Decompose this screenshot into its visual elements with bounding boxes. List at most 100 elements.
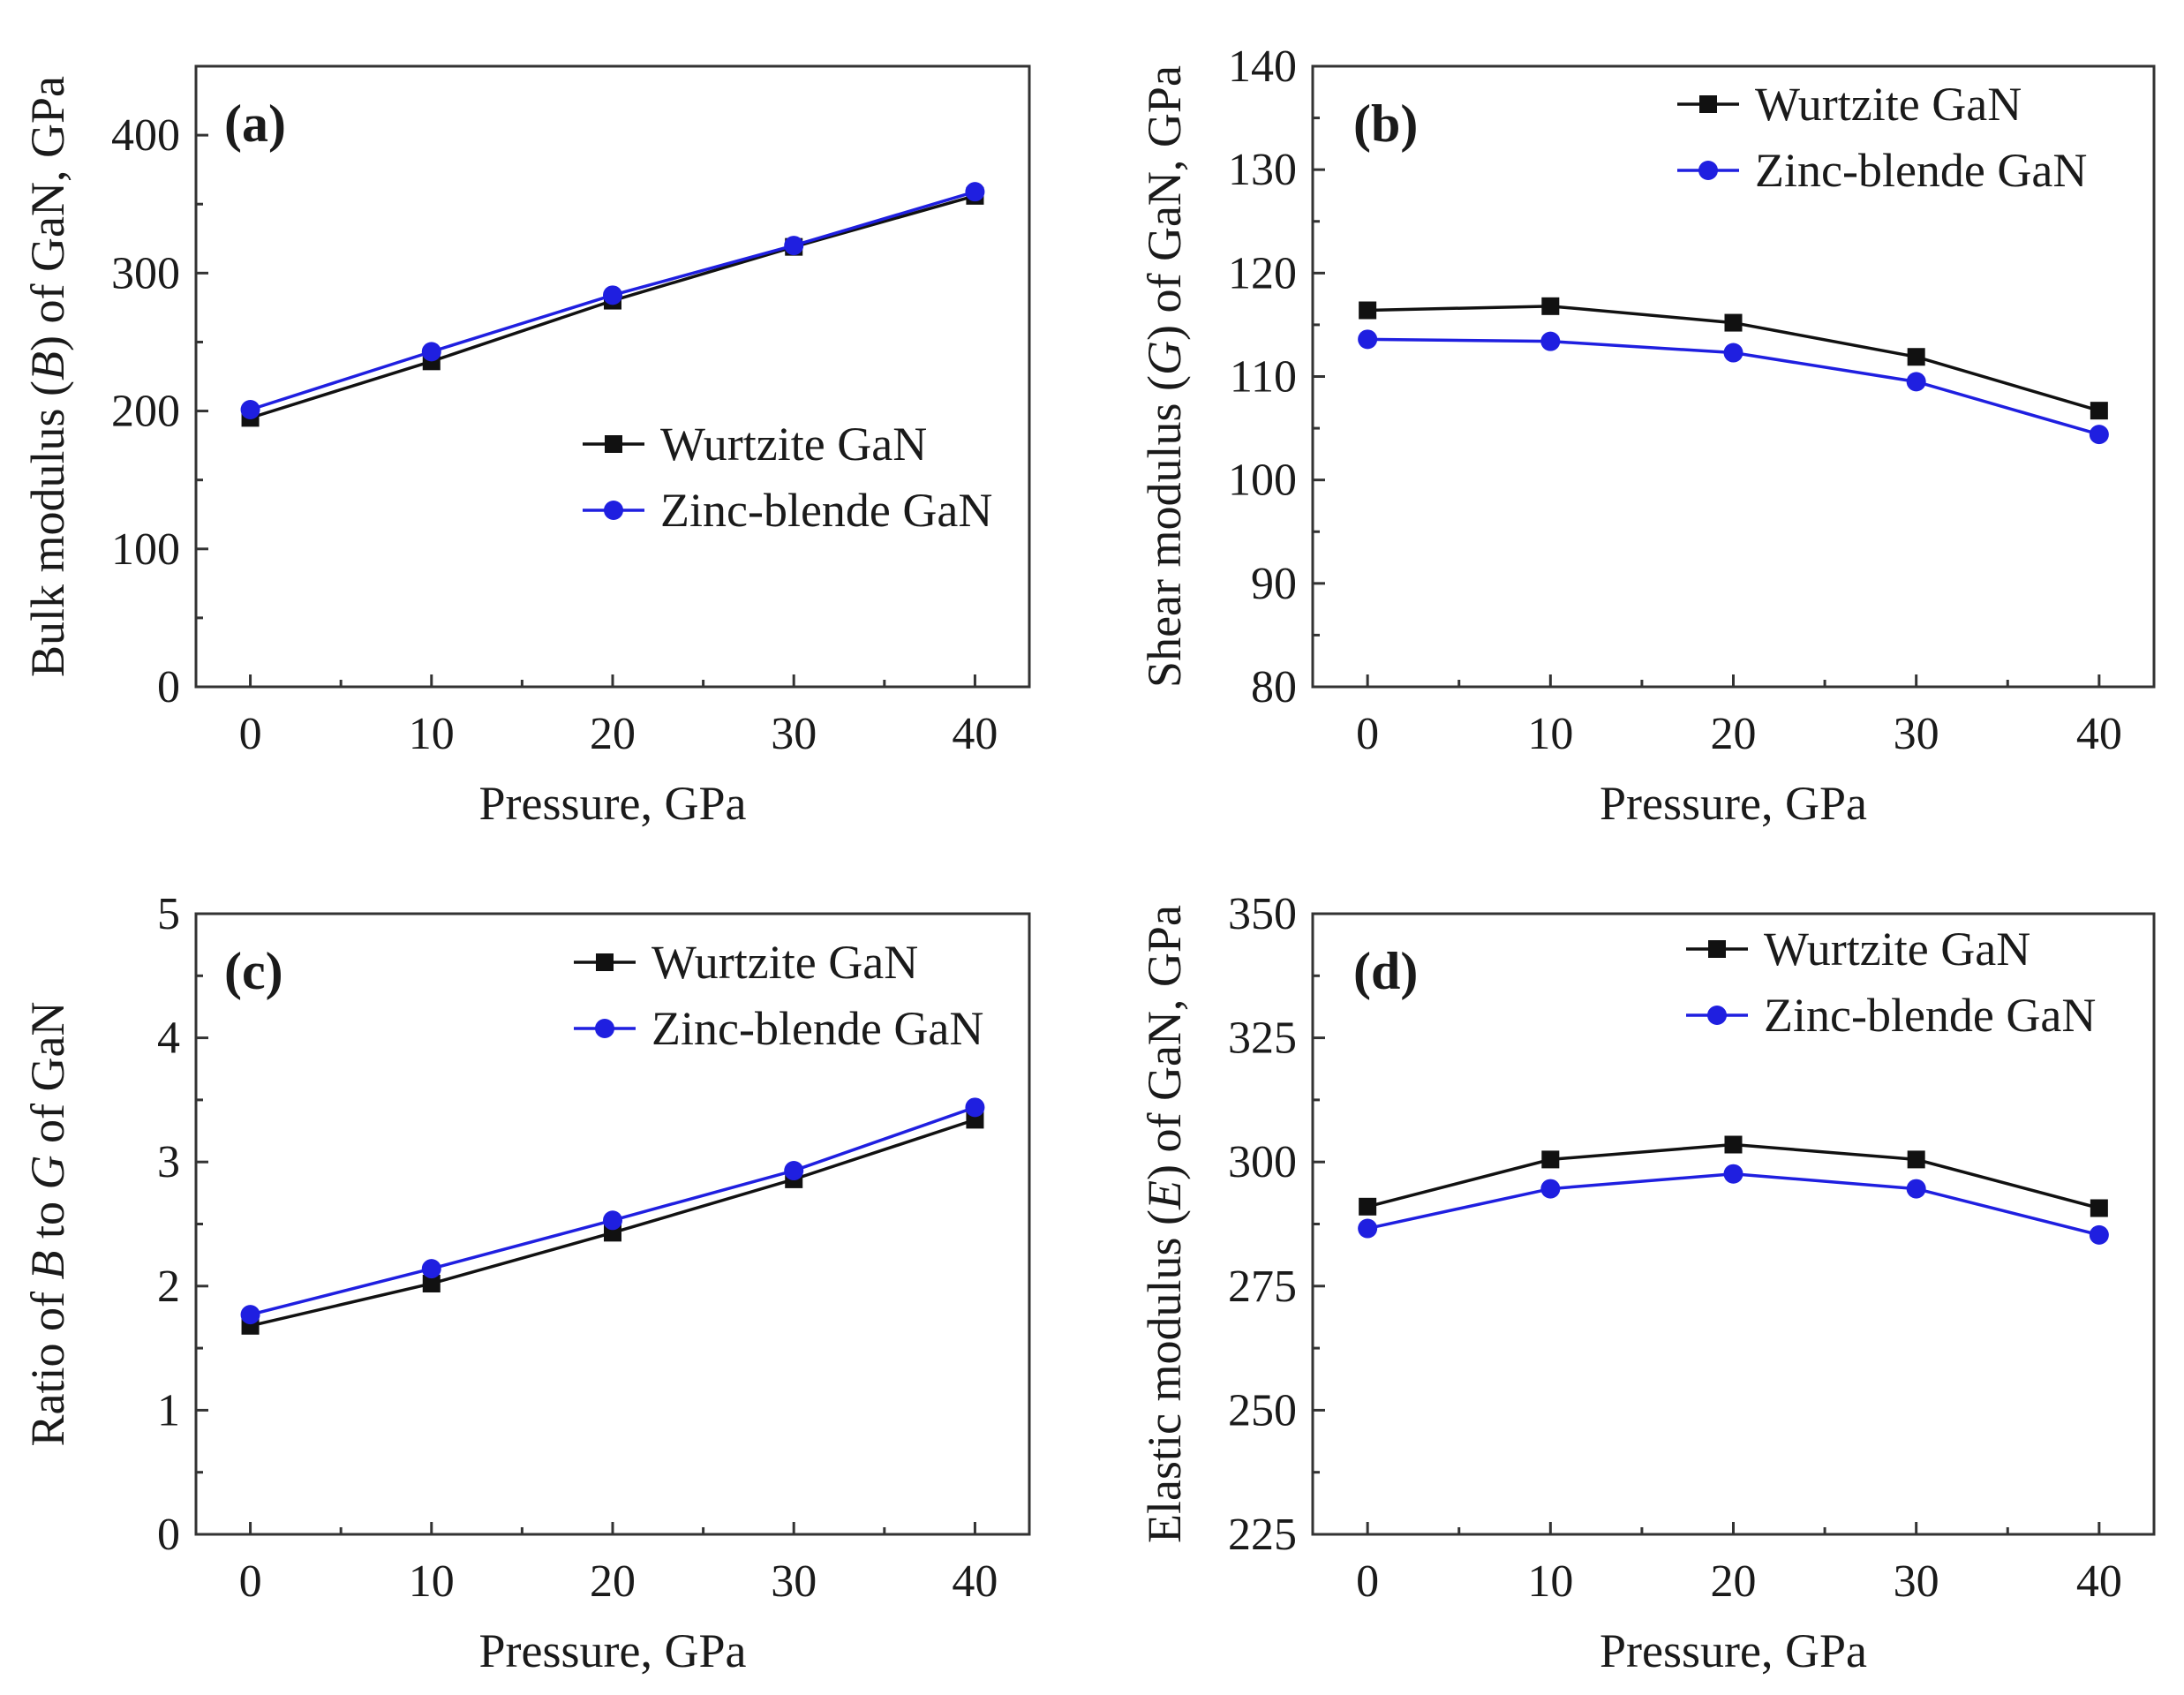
legend-label: Wurtzite GaN (1755, 78, 2022, 131)
legend-label: Zinc-blende GaN (1755, 144, 2087, 197)
data-point-wurtzite (2090, 402, 2108, 420)
data-point-zincblende (1723, 1164, 1743, 1184)
x-tick-label: 40 (2076, 709, 2122, 759)
y-tick-label: 110 (1230, 352, 1297, 403)
legend-label: Zinc-blende GaN (651, 1002, 983, 1055)
x-tick-label: 0 (1356, 1556, 1379, 1607)
x-tick-label: 10 (1527, 1556, 1573, 1607)
data-point-wurtzite (422, 1274, 441, 1292)
x-tick-label: 40 (952, 709, 998, 759)
data-point-zincblende (965, 1097, 985, 1118)
data-point-zincblende (603, 285, 622, 305)
data-point-zincblende (2089, 1224, 2109, 1245)
legend-marker-square (1699, 95, 1717, 113)
data-point-zincblende (2089, 425, 2109, 445)
legend-label: Wurtzite GaN (651, 936, 918, 989)
plot-frame (194, 64, 1031, 689)
x-tick-label: 0 (239, 709, 262, 759)
data-point-wurtzite (1359, 1197, 1377, 1216)
legend-label: Wurtzite GaN (1764, 923, 2030, 976)
y-tick-label: 100 (111, 524, 180, 575)
y-axis-title-part: Bulk modulus ( (21, 380, 74, 677)
data-point-zincblende (1358, 1218, 1378, 1239)
legend-marker-square (605, 435, 622, 453)
panel-c: 0 10 20 30 40 0 1 2 3 4 5 Pressure, GPa Ratio of B t… (21, 889, 1031, 1677)
y-tick-label: 130 (1228, 145, 1297, 195)
x-tick-label: 10 (1527, 709, 1573, 759)
y-tick-label: 120 (1228, 248, 1297, 298)
y-axis-title: Bulk modulus (B) of GaN, GPa (21, 76, 74, 677)
data-point-zincblende (784, 236, 804, 256)
x-tick-label: 20 (590, 1556, 636, 1607)
data-point-zincblende (1358, 329, 1378, 350)
x-tick-label: 0 (1356, 709, 1379, 759)
data-point-zincblende (421, 342, 441, 362)
x-tick-label: 10 (409, 1556, 455, 1607)
panel-label: (b) (1353, 94, 1418, 153)
x-tick-label: 30 (771, 709, 817, 759)
legend-marker-circle (604, 501, 623, 520)
legend-label: Wurtzite GaN (660, 418, 927, 471)
y-axis-title-part: to (21, 1189, 74, 1250)
y-tick-label: 200 (111, 387, 180, 437)
y-tick-label: 0 (157, 1510, 180, 1560)
y-tick-label: 225 (1228, 1510, 1297, 1560)
y-axis-title-variable: E (1138, 1180, 1191, 1210)
y-axis-title-part: Elastic modulus ( (1138, 1209, 1191, 1543)
legend-label: Zinc-blende GaN (660, 484, 992, 537)
y-tick-label: 3 (157, 1137, 180, 1187)
y-axis-title: Elastic modulus (E) of GaN, GPa (1138, 905, 1191, 1543)
x-axis-title: Pressure, GPa (479, 1624, 747, 1677)
data-point-zincblende (1540, 1179, 1561, 1199)
legend-marker-square (596, 953, 614, 971)
x-tick-label: 30 (1894, 709, 1939, 759)
x-tick-label: 40 (2076, 1556, 2122, 1607)
data-point-zincblende (1723, 343, 1743, 363)
data-point-zincblende (1540, 331, 1561, 351)
y-tick-label: 275 (1228, 1262, 1297, 1312)
y-tick-label: 300 (1228, 1137, 1297, 1187)
x-axis-title: Pressure, GPa (479, 777, 747, 830)
data-point-zincblende (240, 399, 260, 419)
x-tick-label: 20 (590, 709, 636, 759)
data-point-wurtzite (1907, 1150, 1925, 1169)
y-tick-label: 1 (157, 1385, 180, 1435)
y-tick-label: 250 (1228, 1385, 1297, 1435)
y-axis-title: Ratio of B to G of GaN (21, 1002, 74, 1447)
data-point-wurtzite (1359, 301, 1377, 320)
y-tick-label: 5 (157, 889, 180, 939)
legend-marker-circle (1707, 1006, 1727, 1025)
panel-d: 0 10 20 30 40 225 250 275 300 325 350 Pressure, GPa… (1138, 889, 2156, 1677)
data-point-zincblende (603, 1210, 622, 1231)
panel-label: (a) (224, 94, 286, 153)
x-tick-label: 0 (239, 1556, 262, 1607)
y-axis-title-part: ) of GaN, GPa (1138, 65, 1191, 341)
y-axis-title-part: Ratio of (21, 1279, 74, 1446)
x-tick-label: 30 (771, 1556, 817, 1607)
panel-label: (c) (224, 942, 283, 1000)
legend-marker-circle (595, 1019, 614, 1038)
data-point-zincblende (1906, 1179, 1926, 1199)
y-tick-label: 80 (1251, 662, 1297, 712)
data-point-zincblende (240, 1305, 260, 1325)
data-point-wurtzite (2090, 1199, 2108, 1217)
legend-marker-square (1708, 940, 1726, 958)
y-axis-title-variable: B (21, 1250, 74, 1279)
y-tick-label: 4 (157, 1013, 180, 1064)
y-tick-label: 325 (1228, 1013, 1297, 1064)
data-point-zincblende (965, 182, 985, 202)
y-axis-title-part: of GaN (21, 1002, 74, 1156)
data-point-zincblende (784, 1161, 804, 1181)
y-axis-title-part: ) of GaN, GPa (21, 76, 74, 351)
y-tick-label: 2 (157, 1262, 180, 1312)
data-point-wurtzite (1541, 1150, 1560, 1169)
panel-label: (d) (1353, 942, 1418, 1000)
y-axis-title-part: Shear modulus ( (1138, 375, 1191, 688)
y-axis-title-part: ) of GaN, GPa (1138, 905, 1191, 1180)
y-tick-label: 140 (1228, 41, 1297, 92)
legend-marker-circle (1698, 161, 1718, 180)
x-tick-label: 30 (1894, 1556, 1939, 1607)
x-axis-title: Pressure, GPa (1600, 777, 1867, 830)
data-point-zincblende (421, 1259, 441, 1279)
